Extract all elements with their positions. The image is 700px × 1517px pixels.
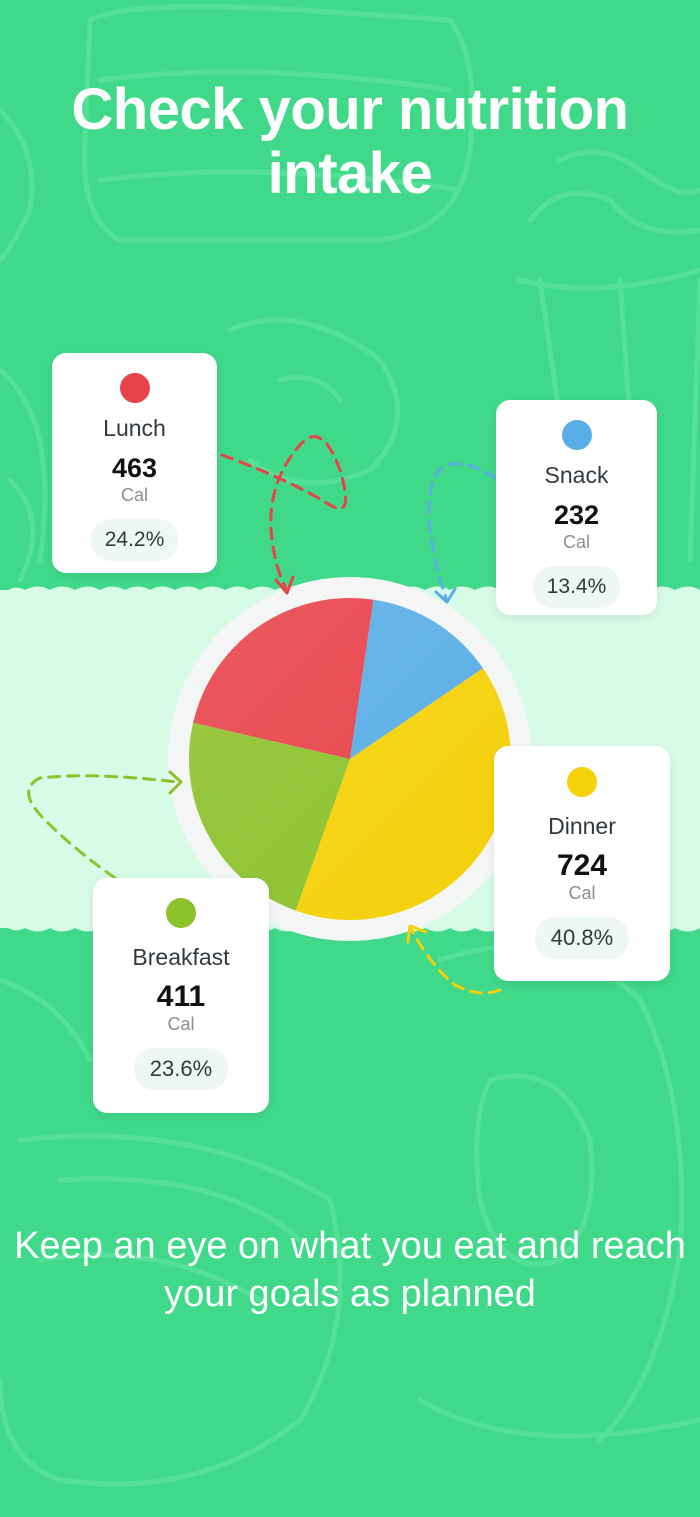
snack-label: Snack	[544, 462, 609, 488]
breakfast-percent-badge: 23.6%	[133, 1048, 229, 1090]
breakfast-card[interactable]: Breakfast 411 Cal 23.6%	[93, 878, 269, 1113]
pie-shading	[189, 598, 511, 920]
snack-calories: 232	[553, 500, 600, 530]
lunch-unit: Cal	[120, 485, 148, 505]
lunch-percent-badge: 24.2%	[90, 519, 179, 561]
dinner-percent-badge: 40.8%	[534, 917, 630, 959]
breakfast-label: Breakfast	[132, 944, 230, 970]
nutrition-pie-chart	[166, 575, 534, 943]
breakfast-calories: 411	[156, 980, 206, 1013]
lunch-label: Lunch	[103, 415, 166, 441]
dinner-unit: Cal	[568, 883, 596, 903]
dinner-card[interactable]: Dinner 724 Cal 40.8%	[494, 746, 670, 981]
dinner-label: Dinner	[548, 813, 616, 839]
lunch-calories: 463	[111, 453, 158, 483]
snack-percent-badge: 13.4%	[532, 566, 621, 608]
dinner-calories: 724	[556, 849, 608, 882]
lunch-dot-icon	[119, 373, 150, 403]
dinner-dot-icon	[567, 767, 597, 797]
pie-svg	[168, 577, 532, 941]
headline: Check your nutrition intake	[71, 77, 629, 206]
snack-card[interactable]: Snack 232 Cal 13.4%	[496, 400, 657, 615]
lunch-card[interactable]: Lunch 463 Cal 24.2%	[52, 353, 217, 573]
breakfast-dot-icon	[166, 898, 196, 928]
breakfast-unit: Cal	[167, 1014, 195, 1034]
snack-dot-icon	[561, 420, 592, 450]
snack-unit: Cal	[562, 532, 590, 552]
subtitle: Keep an eye on what you eat and reach yo…	[14, 1225, 686, 1315]
